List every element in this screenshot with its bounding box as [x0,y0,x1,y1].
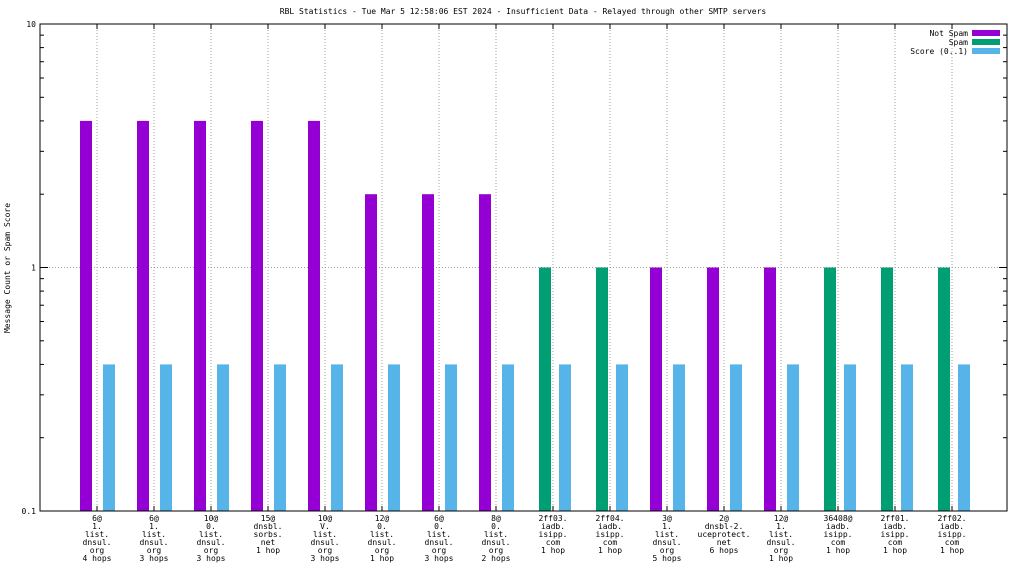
x-tick-label: 6@ 1. list. dnsul. org 3 hops [140,514,169,563]
bar-not-spam [650,267,662,511]
y-tick-label: 0.1 [22,507,37,516]
legend-swatch [972,48,1000,54]
bar-not-spam [137,120,149,512]
x-tick-label: 12@ 0. list. dnsul. org 1 hop [368,514,397,563]
bar-score-0-1 [844,364,856,511]
bar-not-spam [707,267,719,511]
bar-not-spam [422,194,434,511]
legend-label: Not Spam [929,29,968,38]
y-tick-label: 1 [31,264,36,273]
legend-swatch [972,39,1000,45]
x-tick-label: 6@ 0. list. dnsul. org 3 hops [425,514,454,563]
x-tick-label: 6@ 1. list. dnsul. org 4 hops [83,514,112,563]
x-tick-label: 8@ 0. list. dnsul. org 2 hops [482,514,511,563]
bar-score-0-1 [217,364,229,511]
bar-score-0-1 [673,364,685,511]
bar-not-spam [764,267,776,511]
y-tick-labels: 0.1 1 10 [22,20,37,516]
x-tick-label: 36408@ iadb. isipp. com 1 hop [824,514,853,555]
bar-spam [539,267,551,511]
x-tick-label: 2@ dnsbl-2. uceprotect. net 6 hops [698,514,751,555]
x-tick-label: 2ff04. iadb. isipp. com 1 hop [596,514,625,555]
x-tick-label: 3@ 1. list. dnsul. org 5 hops [653,514,682,563]
bar-score-0-1 [331,364,343,511]
legend-label: Spam [949,38,968,47]
bar-not-spam [194,120,206,512]
bar-not-spam [308,120,320,512]
bar-spam [938,267,950,511]
bar-score-0-1 [445,364,457,511]
x-tick-label: 10@ V. list. dnsul. org 3 hops [311,514,340,563]
bar-score-0-1 [160,364,172,511]
axis-ticks [40,23,1007,512]
x-tick-label: 2ff02. iadb. isipp. com 1 hop [938,514,967,555]
y-tick-label: 10 [26,20,36,29]
bar-not-spam [365,194,377,511]
bar-not-spam [80,120,92,512]
legend-swatch [972,30,1000,36]
chart-title: RBL Statistics - Tue Mar 5 12:58:06 EST … [280,7,767,16]
bar-score-0-1 [958,364,970,511]
x-tick-label: 12@ 1. list. dnsul. org 1 hop [767,514,796,563]
x-tick-label: 15@ dnsbl. sorbs. net 1 hop [254,514,283,555]
bar-score-0-1 [787,364,799,511]
bar-score-0-1 [901,364,913,511]
bar-score-0-1 [730,364,742,511]
bar-not-spam [251,120,263,512]
legend-label: Score (0..1) [910,47,968,56]
bar-score-0-1 [103,364,115,511]
y-axis-label: Message Count or Spam Score [3,203,12,333]
bar-score-0-1 [388,364,400,511]
x-tick-labels: 6@ 1. list. dnsul. org 4 hops 6@ 1. list. dnsul. o… [83,514,967,563]
x-tick-label: 2ff03. iadb. isipp. com 1 hop [539,514,568,555]
bar-spam [824,267,836,511]
bar-spam [596,267,608,511]
gridlines [40,24,1007,511]
x-tick-label: 10@ 0. list. dnsul. org 3 hops [197,514,226,563]
bar-score-0-1 [616,364,628,511]
x-tick-label: 2ff01. iadb. isipp. com 1 hop [881,514,910,555]
bar-spam [881,267,893,511]
bars [80,120,970,512]
bar-score-0-1 [559,364,571,511]
bar-not-spam [479,194,491,511]
bar-score-0-1 [502,364,514,511]
bar-score-0-1 [274,364,286,511]
